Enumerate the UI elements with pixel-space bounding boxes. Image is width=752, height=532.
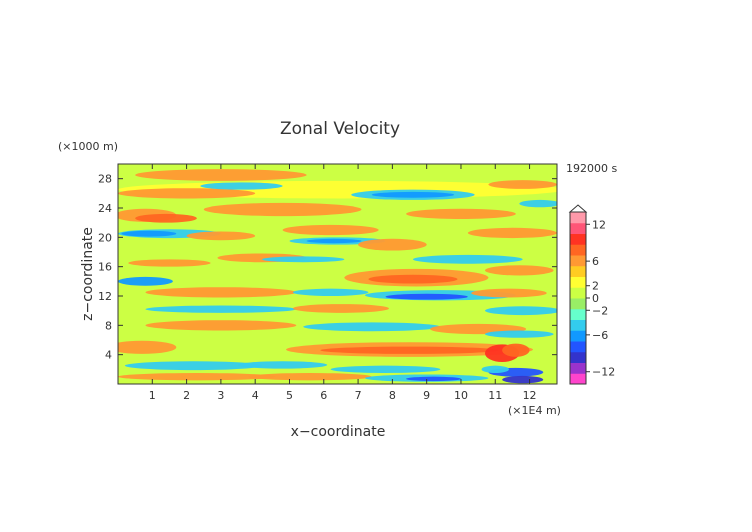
x-tick-label: 7	[355, 389, 362, 402]
heatmap-cell	[484, 265, 554, 276]
heatmap-cell	[406, 376, 461, 382]
colorbar-swatch	[570, 276, 586, 288]
y-unit-label: (×1000 m)	[58, 140, 118, 153]
heatmap-cell	[262, 256, 345, 263]
colorbar-tick-label: −12	[592, 366, 615, 379]
heatmap-cell	[121, 230, 177, 237]
heatmap-cell	[320, 346, 499, 354]
colorbar-tick-label: −2	[592, 304, 608, 317]
heatmap-cell	[330, 365, 441, 374]
colorbar-swatch	[570, 233, 586, 245]
heatmap-cell	[368, 274, 458, 284]
heatmap-cell	[292, 304, 389, 313]
x-axis-label: x−coordinate	[291, 424, 386, 440]
time-label: 192000 s	[566, 162, 617, 175]
colorbar-tick-label: 12	[592, 218, 606, 231]
colorbar-swatch	[570, 255, 586, 267]
x-tick-label: 9	[423, 389, 430, 402]
x-tick-label: 3	[217, 389, 224, 402]
heatmap-cell	[488, 180, 557, 189]
heatmap-cell	[502, 343, 530, 357]
heatmap-cell	[145, 320, 297, 331]
x-tick-label: 10	[454, 389, 468, 402]
heatmap-cell	[118, 188, 256, 199]
colorbar-tick-label: 6	[592, 255, 599, 268]
colorbar-swatch	[570, 244, 586, 256]
y-tick-label: 20	[98, 231, 112, 244]
heatmap-cell	[145, 305, 297, 313]
colorbar-tick-label: 2	[592, 280, 599, 293]
heatmap-cell	[471, 288, 547, 298]
x-tick-label: 6	[320, 389, 327, 402]
heatmap-cell	[484, 330, 554, 338]
heatmap-cell	[186, 231, 256, 241]
heatmap-cell	[118, 340, 177, 354]
heatmap-cell	[203, 202, 362, 217]
heatmap-cell	[303, 322, 441, 332]
heatmap-cell	[412, 254, 523, 264]
heatmap-cell	[145, 287, 297, 298]
x-tick-label: 8	[389, 389, 396, 402]
heatmap-plot-area	[118, 164, 557, 384]
x-tick-label: 12	[523, 389, 537, 402]
heatmap-cell	[118, 373, 276, 381]
colorbar-swatch	[570, 212, 586, 224]
heatmap-cell	[406, 208, 516, 219]
x-tick-label: 11	[488, 389, 502, 402]
heatmap-cell	[238, 361, 328, 369]
heatmap-cell	[306, 238, 362, 244]
colorbar-swatch	[570, 330, 586, 342]
heatmap-cell	[385, 293, 468, 300]
heatmap-cell	[502, 375, 544, 384]
heatmap-cell	[484, 306, 557, 316]
colorbar-swatch	[570, 308, 586, 320]
colorbar-tick-label: −6	[592, 329, 608, 342]
colorbar	[568, 204, 588, 385]
heatmap-cell	[371, 191, 455, 198]
y-tick-label: 12	[98, 290, 112, 303]
heatmap-cell	[135, 169, 307, 181]
colorbar-tick-label: 0	[592, 292, 599, 305]
colorbar-swatch	[570, 341, 586, 353]
colorbar-swatch	[570, 362, 586, 374]
heatmap-cell	[467, 227, 557, 239]
heatmap-cell	[124, 361, 263, 371]
heatmap-cell	[248, 373, 372, 381]
heatmap-cell	[282, 224, 379, 236]
heatmap-cell	[200, 182, 283, 190]
y-tick-label: 24	[98, 202, 112, 215]
colorbar-max-arrow	[568, 204, 588, 213]
colorbar-swatch	[570, 287, 586, 299]
chart-title: Zonal Velocity	[280, 119, 400, 139]
x-unit-label: (×1E4 m)	[508, 404, 561, 417]
heatmap-cell	[519, 199, 557, 208]
x-tick-label: 1	[149, 389, 156, 402]
y-tick-label: 4	[105, 349, 112, 362]
colorbar-swatch	[570, 298, 586, 310]
heatmap-cell	[135, 213, 197, 223]
x-tick-label: 4	[252, 389, 259, 402]
colorbar-swatch	[570, 222, 586, 234]
y-tick-label: 8	[105, 319, 112, 332]
y-tick-label: 28	[98, 173, 112, 186]
colorbar-swatch	[570, 265, 586, 277]
y-axis-label: z−coordinate	[80, 227, 96, 321]
colorbar-swatch	[570, 351, 586, 363]
x-tick-label: 2	[183, 389, 190, 402]
colorbar-swatch	[570, 319, 586, 331]
plot-frame	[117, 163, 558, 385]
y-tick-label: 16	[98, 261, 112, 274]
x-tick-label: 5	[286, 389, 293, 402]
heatmap-cell	[358, 238, 427, 251]
heatmap-cell	[481, 365, 509, 374]
colorbar-swatch	[570, 373, 586, 385]
heatmap-cell	[128, 259, 211, 267]
heatmap-cell	[118, 276, 173, 286]
heatmap-cell	[292, 288, 369, 297]
